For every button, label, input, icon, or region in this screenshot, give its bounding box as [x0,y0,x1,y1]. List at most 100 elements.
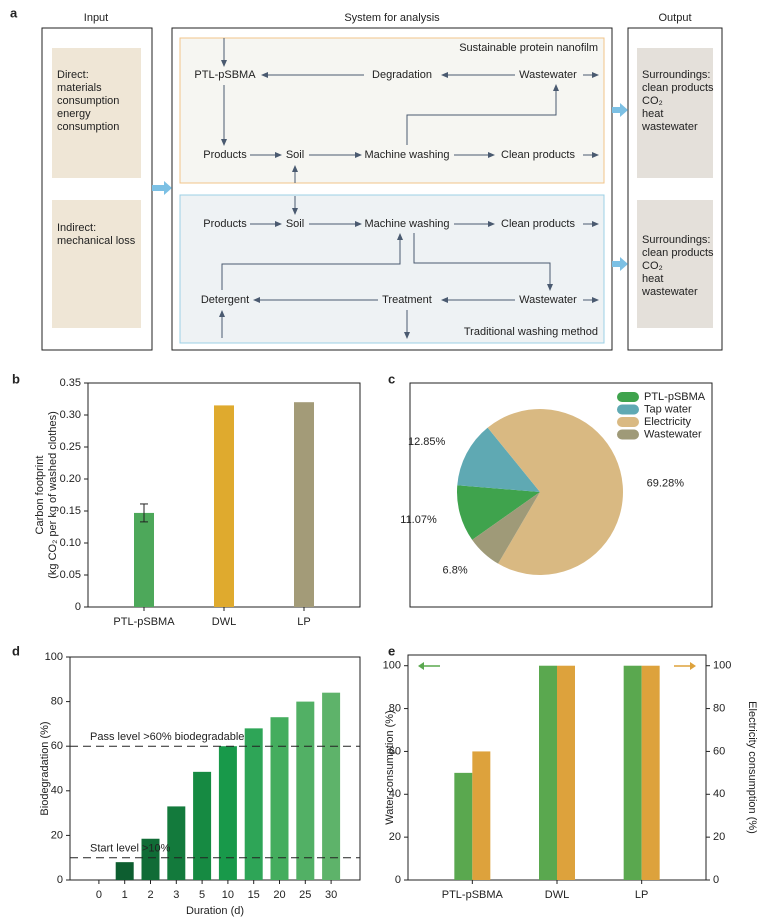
y-tick-label: 0.30 [60,409,81,421]
y-tick-label: 0 [75,601,81,613]
section-title: System for analysis [344,12,440,24]
bar [134,512,154,607]
x-tick-label: LP [635,889,648,901]
x-tick-label: 3 [173,889,179,901]
x-tick-label: 0 [96,889,102,901]
box-text: materials [57,82,102,94]
pie-slice [457,427,540,492]
node: Machine washing [365,149,450,161]
node: Products [203,149,247,161]
section-title: Input [84,12,108,24]
legend-swatch [617,429,639,440]
panel-label: d [12,643,20,658]
box-text: clean products [642,82,714,94]
y-tick-label: 0 [57,874,63,886]
y-tick-label: 20 [51,829,63,841]
x-axis-label: Duration (d) [186,905,244,917]
box-text: consumption [57,121,119,133]
bar [270,717,289,880]
y2-axis-label: Electricity consumption (%) [746,701,758,834]
legend-label: Electricity [644,416,692,428]
bar [539,665,557,880]
x-tick-label: 20 [273,889,285,901]
value-label: 12.85% [408,436,446,448]
y-tick-label: 80 [713,702,725,714]
node: Treatment [382,294,432,306]
axis-arrow-head [418,662,424,670]
pie-frame [409,382,713,608]
x-tick-label: LP [297,616,310,628]
node: Wastewater [519,294,577,306]
y-tick-label: 80 [389,702,401,714]
pie-slice [472,492,540,564]
y-axis-label: (kg CO₂ per kg of washed clothes) [47,411,59,579]
bar [641,665,660,880]
node: Soil [286,218,304,230]
y-axis-label: Biodegradation (%) [39,721,51,815]
y-tick-label: 20 [389,831,401,843]
x-tick-label: DWL [212,616,236,628]
box-text: heat [642,273,663,285]
node: Soil [286,149,304,161]
node: Products [203,218,247,230]
bar [322,692,341,880]
top-section [179,37,605,184]
plot-frame [69,656,361,881]
box-text: consumption [57,95,119,107]
y-tick-label: 20 [713,831,725,843]
x-tick-label: 10 [222,889,234,901]
legend-swatch [617,404,639,415]
node: Wastewater [519,69,577,81]
y-tick-label: 40 [51,785,63,797]
y-tick-label: 0.25 [60,441,81,453]
x-tick-label: PTL-pSBMA [442,889,504,901]
bar [218,746,237,880]
y-tick-label: 40 [713,788,725,800]
pie-slice [457,485,540,540]
box-text: mechanical loss [57,235,136,247]
flow-arrow [152,181,172,195]
bar [244,728,263,880]
bar [141,838,160,880]
x-tick-label: 15 [248,889,260,901]
panel-label: c [388,371,395,386]
input-box [52,200,141,328]
box-text: clean products [642,247,714,259]
value-label: 11.07% [400,514,437,526]
x-tick-label: 5 [199,889,205,901]
value-label: 6.8% [443,565,468,577]
y-tick-label: 0.10 [60,537,81,549]
output-box [637,48,713,178]
y-tick-label: 60 [713,745,725,757]
x-tick-label: 2 [147,889,153,901]
box-text: wastewater [641,121,698,133]
y-tick-label: 0.05 [60,569,81,581]
box-text: heat [642,108,663,120]
box-text: CO₂ [642,260,663,272]
flow-line [221,233,403,290]
y-tick-label: 100 [713,660,731,672]
x-tick-label: PTL-pSBMA [113,616,175,628]
flow-arrow [612,103,628,117]
reference-label: Pass level >60% biodegradable [90,731,244,743]
y-tick-label: 80 [51,696,63,708]
bar [623,665,642,880]
output-box [637,200,713,328]
y-tick-label: 60 [389,745,401,757]
y-tick-label: 60 [51,740,63,752]
box-text: energy [57,108,91,120]
output-frame [627,27,723,351]
y-tick-label: 0.20 [60,473,81,485]
y-tick-label: 0.35 [60,377,81,389]
section-title: Output [658,12,691,24]
panel-label: b [12,371,20,386]
panel-label: e [388,643,395,658]
legend-label: Wastewater [644,428,702,440]
flow-arrow [612,257,628,271]
bar [193,771,212,880]
box-text: wastewater [641,286,698,298]
node: Degradation [372,69,432,81]
node: Detergent [201,294,249,306]
panel-label: a [10,5,18,20]
